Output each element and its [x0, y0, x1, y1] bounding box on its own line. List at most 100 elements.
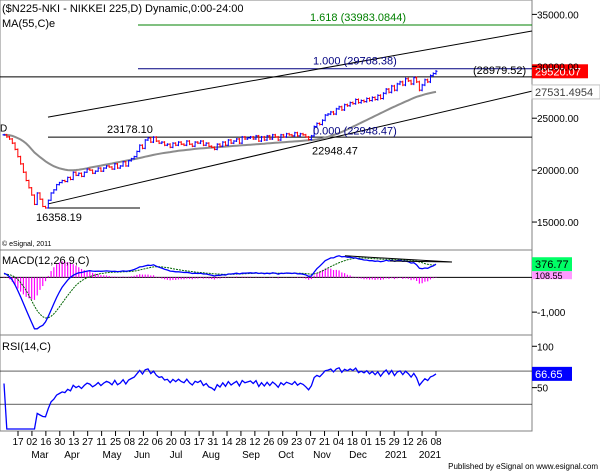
x-month-label: 2021 [419, 450, 442, 461]
candle [13, 142, 17, 151]
candle [176, 141, 180, 147]
candle [66, 176, 70, 183]
x-tick-label: 14 [221, 437, 233, 448]
candle [55, 183, 59, 191]
x-month-label: Oct [278, 450, 294, 461]
candle [132, 155, 136, 160]
candle [143, 139, 147, 150]
candle [265, 134, 269, 141]
candle [235, 138, 239, 143]
candle [71, 171, 75, 181]
candle [188, 140, 192, 146]
x-tick-label: 26 [263, 437, 275, 448]
candle [318, 122, 322, 126]
candle [221, 141, 225, 148]
candle [204, 142, 208, 147]
x-tick-label: 11 [96, 437, 107, 448]
candle [276, 135, 280, 141]
candle [44, 205, 48, 209]
candle [210, 145, 214, 149]
candle [190, 143, 194, 148]
last-price-label: 29520.07 [535, 66, 581, 78]
x-month-label: Mar [31, 450, 49, 461]
candle [426, 78, 430, 84]
candle [63, 179, 67, 183]
candle [182, 143, 186, 147]
fib-1000-label: 1.000 (29768.38) [313, 56, 397, 68]
candle [165, 143, 169, 147]
candle [129, 157, 133, 162]
candle [415, 76, 419, 84]
candle [201, 140, 205, 147]
candle [356, 98, 360, 104]
last-price-box [532, 64, 588, 79]
candle [434, 70, 438, 75]
candle [309, 134, 313, 141]
candle [16, 148, 20, 158]
x-tick-label: 21 [319, 437, 331, 448]
candle [24, 171, 28, 182]
candle [351, 101, 355, 105]
x-month-label: Sep [242, 450, 260, 461]
candle [273, 133, 277, 138]
candle [88, 168, 92, 171]
candle [49, 192, 53, 201]
candle [116, 163, 120, 169]
candle [332, 110, 336, 116]
candle [74, 171, 78, 177]
x-tick-label: 26 [417, 437, 429, 448]
candle [401, 80, 405, 87]
x-tick-label: 20 [166, 437, 178, 448]
x-tick-label: 07 [305, 437, 317, 448]
x-tick-label: 31 [208, 437, 220, 448]
channel-lower [47, 90, 533, 205]
candle [348, 101, 352, 107]
x-tick-label: 28 [235, 437, 247, 448]
candle [121, 160, 125, 167]
candle [417, 80, 421, 92]
x-month-label: 2021 [385, 450, 408, 461]
candle [140, 144, 144, 150]
candle [304, 133, 308, 138]
candle [207, 142, 211, 148]
chart-title: ($N225-NKI - NIKKEI 225,D) Dynamic,0:00-… [2, 3, 244, 15]
candle [30, 187, 34, 196]
macd-divergence-line-2 [389, 260, 453, 263]
candle [5, 133, 9, 138]
macd-legend: MACD(12,26,9,C) [2, 255, 89, 267]
candle [237, 138, 241, 145]
candle [290, 133, 294, 137]
candle [404, 77, 408, 87]
candle [160, 141, 164, 145]
macd-hist-value-label: 108.55 [535, 271, 563, 281]
x-tick-label: 06 [152, 437, 164, 448]
candle [257, 134, 261, 143]
channel-upper [47, 30, 533, 118]
x-tick-label: 29 [389, 437, 401, 448]
d-label: D [0, 124, 7, 135]
price-annotations: 1.618 (33983.0844) 1.000 (29768.38) (28979… [0, 12, 600, 224]
x-tick-label: 17 [194, 437, 206, 448]
candle [110, 166, 114, 170]
x-tick-label: 01 [361, 437, 373, 448]
price-tick-label: 30000.00 [537, 62, 579, 73]
candle [296, 131, 300, 137]
candle [10, 138, 14, 145]
candle [135, 150, 139, 158]
x-tick-label: 18 [347, 437, 359, 448]
candle [395, 82, 399, 92]
x-tick-label: 17 [12, 437, 24, 448]
candle [387, 87, 391, 94]
candle [287, 132, 291, 136]
price-tick-label: 15000.00 [537, 218, 579, 229]
candle [376, 94, 380, 101]
candle [38, 192, 42, 200]
footer-text: Published by eSignal on www.esignal.com [448, 462, 598, 471]
resistance-label: (28979.52) [473, 65, 526, 77]
candle [104, 165, 108, 169]
candle [398, 80, 402, 86]
x-tick-label: 16 [40, 437, 52, 448]
macd-divergence-line [344, 255, 453, 263]
x-axis: 17 02 16 30 13 27 11 25 08 22 06 20 03 17 31 14 28 12 26 09… [12, 431, 442, 461]
candle [218, 143, 222, 148]
